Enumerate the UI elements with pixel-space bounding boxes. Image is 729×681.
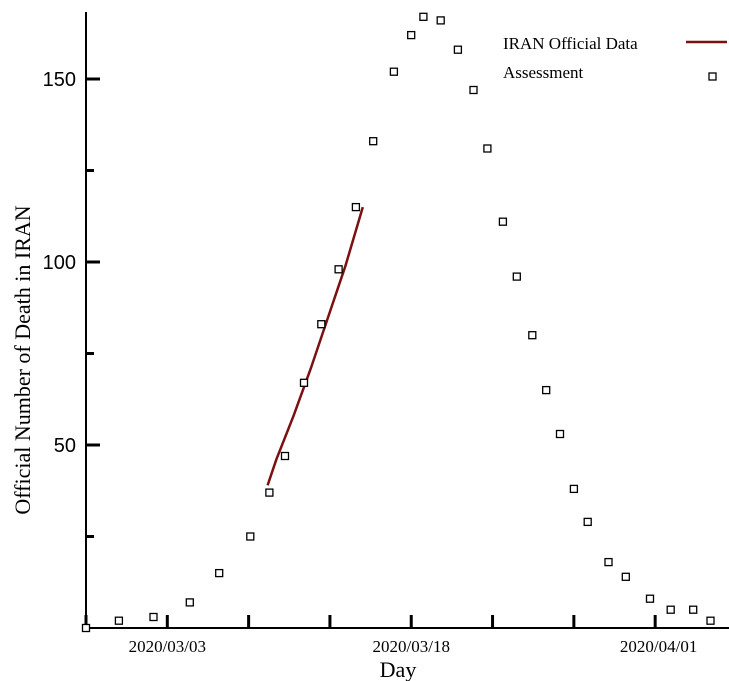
assessment-point <box>246 532 255 541</box>
assessment-point <box>280 451 290 461</box>
assessment-point <box>498 217 508 226</box>
assessment-point <box>483 144 492 153</box>
assessment-point <box>215 568 224 578</box>
y-axis-title: Official Number of Death in IRAN <box>10 205 35 514</box>
axes <box>85 12 729 629</box>
assessment-point <box>407 30 416 40</box>
assessment-point <box>706 616 715 625</box>
assessment-point <box>528 331 537 340</box>
legend-label-official: IRAN Official Data <box>503 34 638 53</box>
assessment-point <box>114 616 124 625</box>
assessment-point <box>453 45 463 54</box>
x-axis-title: Day <box>380 657 417 681</box>
series-layer <box>81 12 715 633</box>
assessment-point <box>666 605 675 614</box>
assessment-point <box>299 378 309 387</box>
y-tick-label: 50 <box>54 435 76 457</box>
assessment-point <box>555 429 565 439</box>
assessment-point <box>265 488 274 497</box>
legend: IRAN Official Data Assessment <box>503 34 727 82</box>
assessment-point <box>621 572 630 581</box>
assessment-point <box>689 605 698 614</box>
assessment-point <box>645 594 655 603</box>
y-tick-label: 150 <box>43 69 76 91</box>
assessment-point <box>185 598 194 607</box>
assessment-point <box>389 67 399 76</box>
assessment-point <box>419 12 428 21</box>
legend-label-assessment: Assessment <box>503 63 584 82</box>
assessment-point <box>512 272 521 281</box>
assessment-point <box>569 484 579 494</box>
x-ticks: 2020/03/03 2020/03/18 2020/04/01 <box>84 615 697 656</box>
legend-swatch-assessment <box>708 72 717 81</box>
assessment-point <box>436 16 445 25</box>
assessment-point <box>317 320 326 329</box>
x-tick-label: 2020/04/01 <box>620 637 697 656</box>
assessment-point <box>81 623 91 633</box>
assessment-point <box>583 517 592 527</box>
x-tick-label: 2020/03/18 <box>373 637 450 656</box>
official-data-line <box>266 206 364 486</box>
assessment-point <box>542 385 551 395</box>
assessment-point <box>369 137 378 146</box>
y-ticks: 50 100 150 <box>43 69 100 538</box>
assessment-point <box>149 612 158 622</box>
x-tick-label: 2020/03/03 <box>129 637 206 656</box>
assessment-point <box>334 265 343 274</box>
assessment-point <box>351 202 361 212</box>
y-tick-label: 100 <box>43 252 76 274</box>
assessment-point <box>604 557 613 567</box>
assessment-point <box>469 85 478 95</box>
